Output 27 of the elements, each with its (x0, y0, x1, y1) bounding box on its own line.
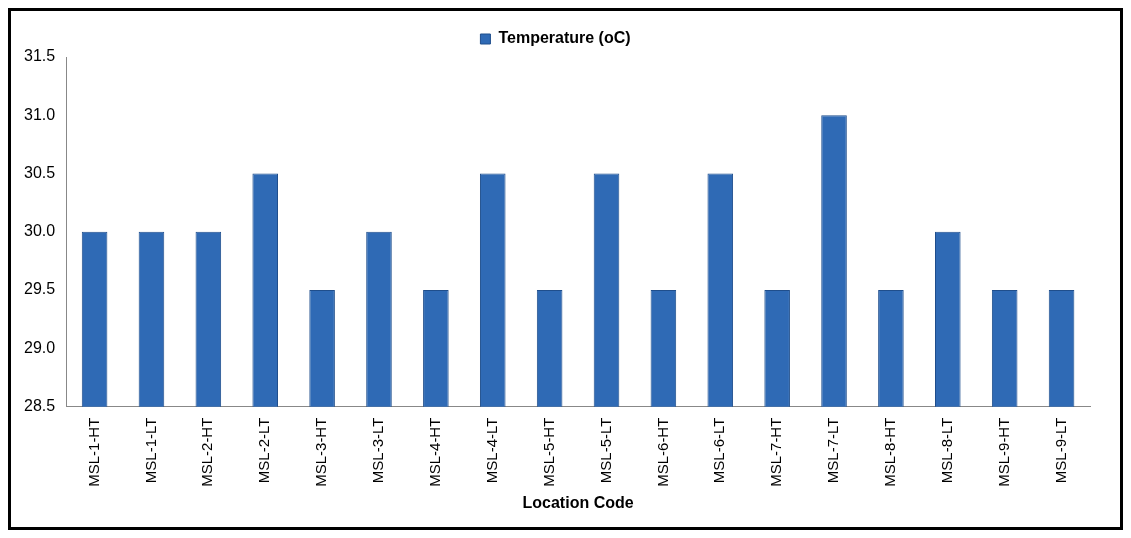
x-tick-label: MSL-1-LT (141, 417, 159, 484)
x-tick-label: MSL-8-HT (881, 417, 899, 487)
x-tick-label: MSL-6-LT (710, 417, 728, 484)
x-axis-title: Location Code (522, 493, 634, 511)
y-tick-label: 30.0 (24, 222, 56, 240)
x-tick-label: MSL-9-HT (994, 417, 1012, 487)
y-tick-label: 30.5 (24, 163, 56, 181)
x-tick-label: MSL-3-HT (312, 417, 330, 487)
y-tick-label: 29.0 (24, 338, 56, 356)
x-tick-label: MSL-4-HT (426, 417, 444, 487)
x-tick-label: MSL-5-LT (596, 417, 614, 484)
x-tick-label: MSL-7-HT (767, 417, 785, 487)
x-tick-label: MSL-4-LT (482, 417, 500, 484)
y-tick-label: 28.5 (24, 397, 56, 415)
x-tick-label: MSL-6-HT (653, 417, 671, 487)
y-tick-label: 29.5 (24, 280, 56, 298)
x-tick-label: MSL-7-LT (824, 417, 842, 484)
y-tick-label: 31.5 (24, 47, 56, 65)
x-tick-label: MSL-9-LT (1051, 417, 1069, 484)
x-tick-label: MSL-5-HT (539, 417, 557, 487)
x-tick-label: MSL-2-LT (255, 417, 273, 484)
x-tick-label: MSL-8-LT (937, 417, 955, 484)
x-tick-label: MSL-3-LT (369, 417, 387, 484)
x-tick-label: MSL-1-HT (84, 417, 102, 487)
y-tick-label: 31.0 (24, 105, 56, 123)
x-tick-label: MSL-2-HT (198, 417, 216, 487)
legend-label: Temperature (oC) (498, 29, 631, 47)
